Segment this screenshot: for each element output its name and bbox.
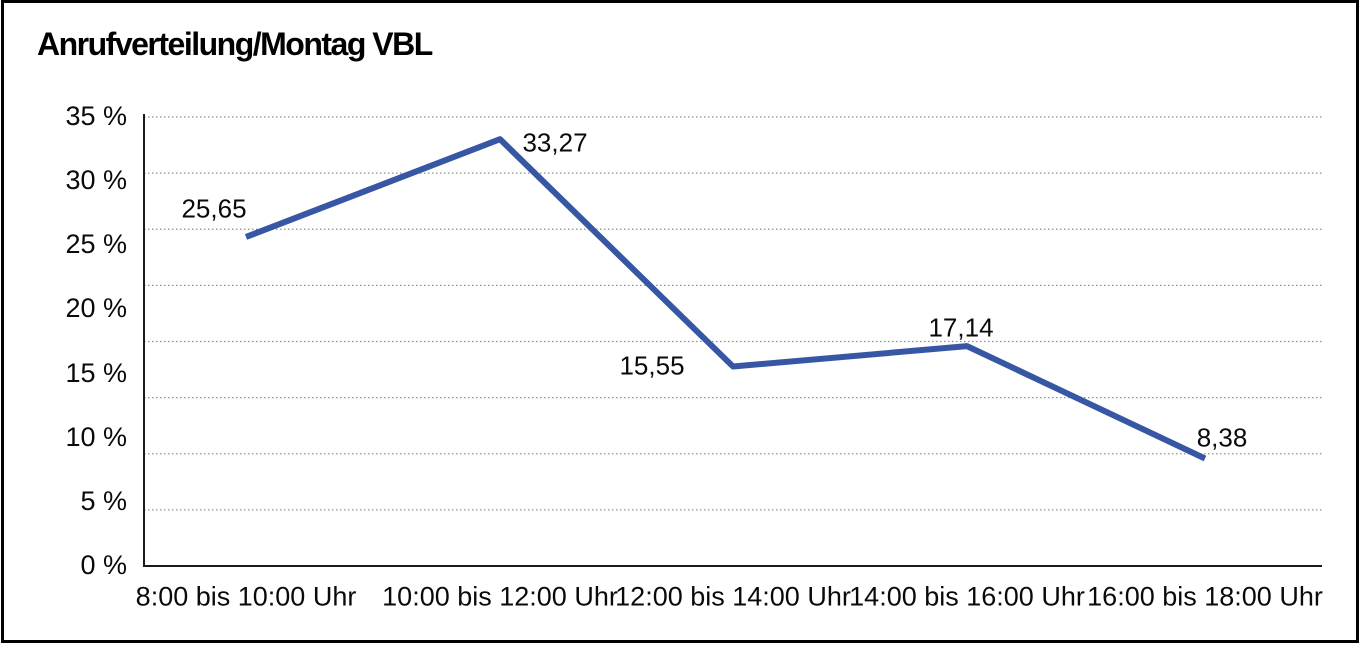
data-line-series [244, 136, 1207, 462]
chart-title: Anrufverteilung/Montag VBL [37, 26, 433, 62]
data-point-label: 15,55 [619, 350, 685, 381]
y-axis-tick-label: 30 % [65, 165, 127, 196]
x-axis-category-label: 16:00 bis 18:00 Uhr [1087, 581, 1323, 612]
data-point-label: 25,65 [181, 193, 247, 224]
data-point-label: 33,27 [522, 127, 588, 158]
y-axis-tick-label: 0 % [80, 549, 127, 580]
y-axis-tick-label: 15 % [65, 357, 127, 388]
x-axis-category-label: 12:00 bis 14:00 Uhr [615, 581, 851, 612]
x-axis-category-label: 8:00 bis 10:00 Uhr [135, 581, 357, 612]
x-axis-category-label: 10:00 bis 12:00 Uhr [382, 581, 618, 612]
y-axis-tick-label: 5 % [80, 485, 127, 516]
data-point-label: 17,14 [928, 312, 994, 343]
y-axis-tick-label: 20 % [65, 293, 127, 324]
x-axis-category-label: 14:00 bis 16:00 Uhr [849, 581, 1085, 612]
y-axis-tick-label: 10 % [65, 421, 127, 452]
y-axis-tick-label: 25 % [65, 229, 127, 260]
y-axis-tick-label: 35 % [65, 100, 127, 131]
data-point-label: 8,38 [1196, 422, 1248, 453]
